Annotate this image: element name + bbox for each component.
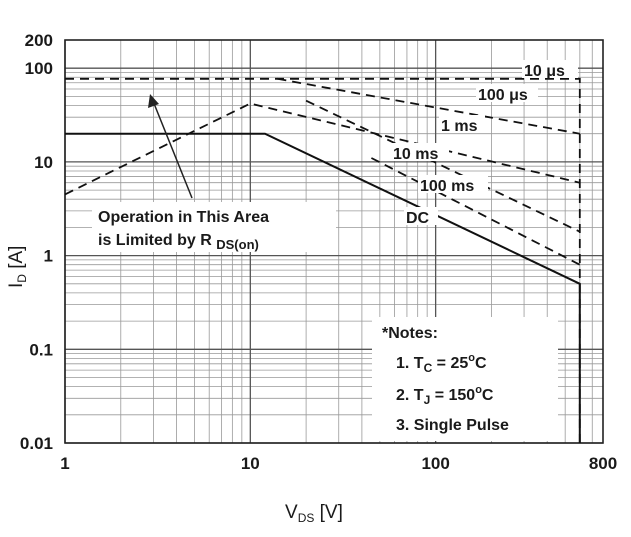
y-tick-label: 0.01 <box>20 434 53 453</box>
x-axis-title: VDS [V] <box>285 502 343 525</box>
y-tick-label: 1 <box>44 247 53 266</box>
annotation-arrow-head <box>148 94 159 108</box>
label-1ms: 1 ms <box>441 118 478 135</box>
y-tick-label: 0.1 <box>29 340 53 359</box>
label-bg <box>391 143 449 161</box>
curve-1ms <box>64 102 581 196</box>
annotation-bg <box>92 202 336 252</box>
label-100ms: 100 ms <box>420 178 474 195</box>
tick-labels: 1 10 100 800 200 100 10 1 0.1 0.01 <box>20 31 617 473</box>
y-tick-label: 10 <box>34 153 53 172</box>
label-bg <box>439 115 485 133</box>
x-tick-label: 1 <box>60 454 69 473</box>
notes-bg <box>372 317 558 441</box>
label-bg <box>404 207 438 225</box>
label-dc: DC <box>406 210 430 227</box>
curve-10ms-line <box>305 99 581 233</box>
annotation-line-1: Operation in This Area <box>98 209 269 226</box>
label-bg <box>418 175 488 193</box>
x-tick-label: 10 <box>241 454 260 473</box>
curve-100ms-line <box>370 157 581 266</box>
notes-box: *Notes: 1. TC = 25oC 2. TJ = 150oC 3. Si… <box>372 317 558 441</box>
y-tick-label: 100 <box>25 59 53 78</box>
y-axis-title: ID [A] <box>6 246 29 288</box>
label-bg <box>522 60 578 78</box>
note-1: 1. TC = 25oC <box>396 352 487 375</box>
y-tick-label: 200 <box>25 31 53 50</box>
x-tick-label: 100 <box>421 454 449 473</box>
label-10ms: 10 ms <box>393 146 438 163</box>
x-tick-label: 800 <box>589 454 617 473</box>
note-3: 3. Single Pulse <box>396 417 509 434</box>
notes-title: *Notes: <box>382 325 438 342</box>
curve-labels: 10 μs 100 μs 1 ms 10 ms 100 ms DC <box>391 60 578 227</box>
annotation-line-2: is Limited by R DS(on) <box>98 232 259 252</box>
label-10us: 10 μs <box>524 63 565 80</box>
label-100us: 100 μs <box>478 87 528 104</box>
curve-100us <box>277 77 580 135</box>
plot-frame <box>64 39 604 444</box>
rdson-annotation: Operation in This Area is Limited by R D… <box>92 94 336 252</box>
note-2: 2. TJ = 150oC <box>396 384 494 407</box>
annotation-arrow-line <box>152 100 193 199</box>
label-bg <box>476 84 538 102</box>
